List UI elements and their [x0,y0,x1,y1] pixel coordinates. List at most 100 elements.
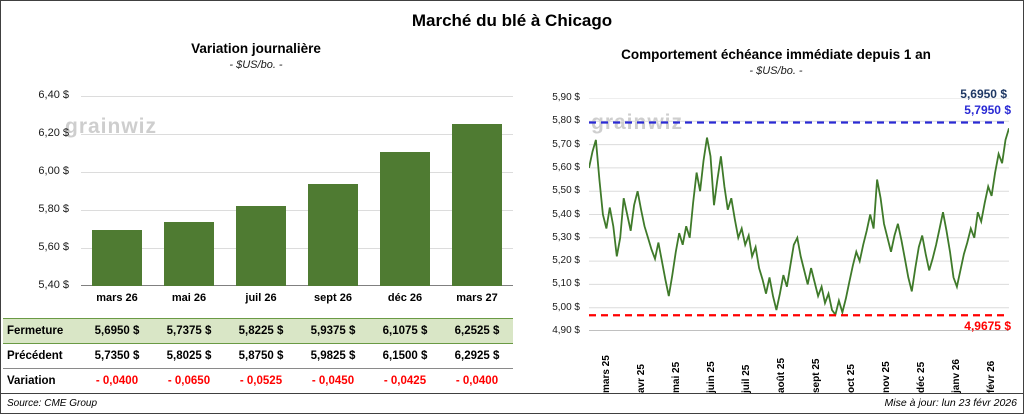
x-axis-label-text: janv 26 [951,359,962,393]
bar [452,124,502,286]
row-label: Variation [7,375,56,387]
x-axis-label-text: août 25 [776,357,787,393]
line-chart-subtitle: - $US/bo. - [749,65,803,77]
table-row-precedent: Précédent 5,7350 $ 5,8025 $ 5,8750 $ 5,9825 … [3,344,513,369]
price-cell: 5,6950 $ [94,325,140,337]
y-axis-label: 5,60 $ [38,241,69,253]
price-cell: - 0,0525 [239,375,283,387]
bar [92,229,142,286]
bar-chart-subtitle: - $US/bo. - [229,59,283,71]
x-axis-label: déc 26 [387,292,423,304]
line-chart-svg [588,97,1010,332]
y-axis-label: 5,50 $ [552,185,580,197]
line-chart-y-axis: 4,90 $ 5,00 $ 5,10 $ 5,20 $ 5,30 $ 5,40 $ 5,50… [529,92,584,336]
x-axis-label-text: mai 25 [671,361,682,393]
x-axis-label: oct 25 [834,337,869,393]
y-axis-label: 4,90 $ [552,325,580,336]
price-cell: 6,1075 $ [382,325,428,337]
price-line [588,128,1010,317]
x-axis-label: juin 25 [694,337,729,393]
x-axis-label: avr 25 [624,337,659,393]
table-row-variation: Variation - 0,0400 - 0,0650 - 0,0525 - 0,045… [3,369,513,394]
x-axis-label: mai 26 [171,292,207,304]
y-axis-label: 5,80 $ [552,115,580,127]
price-cell: 6,2925 $ [454,350,500,362]
y-axis-label: 5,20 $ [552,255,580,267]
y-axis-label: 5,80 $ [38,203,69,215]
bar [380,151,430,286]
price-cell: 5,8750 $ [238,350,284,362]
x-axis-label: févr 26 [974,337,1009,393]
y-axis-label: 6,40 $ [38,89,69,101]
updated-note: Mise à jour: lun 23 févr 2026 [884,397,1018,409]
x-axis-label: sept 26 [314,292,352,304]
gridline [81,210,513,211]
x-axis-label-text: avr 25 [636,364,647,393]
y-axis-label: 5,40 $ [552,208,580,220]
x-axis-label-text: juin 25 [706,361,717,393]
x-axis-label: mai 25 [659,337,694,393]
price-cell: - 0,0400 [95,375,139,387]
x-axis-label-text: juil 25 [741,364,752,393]
y-axis-label: 5,00 $ [552,301,580,313]
y-axis-label: 5,30 $ [552,231,580,243]
price-cell: - 0,0400 [455,375,499,387]
x-axis-label-text: févr 26 [986,360,997,393]
x-axis-label: juil 26 [245,292,277,304]
x-axis-label: sept 25 [799,337,834,393]
bar-chart-title: Variation journalière [191,41,321,56]
price-cell: 5,7350 $ [94,350,140,362]
price-table: Fermeture 5,6950 $ 5,7375 $ 5,8225 $ 5,9375 … [3,318,513,394]
y-axis-label: 6,20 $ [38,127,69,139]
gridline [81,96,513,97]
x-axis-label: nov 25 [869,337,904,393]
source-note: Source: CME Group [7,398,98,409]
bar-chart-plot [81,96,513,286]
x-axis-label: mars 25 [589,337,624,393]
bar-chart-x-axis: mars 26 mai 26 juil 26 sept 26 déc 26 mars 27 [81,292,513,308]
y-axis-label: 5,70 $ [552,138,580,150]
row-label: Fermeture [7,325,64,337]
x-axis-label-text: déc 25 [916,361,927,393]
x-axis-label: mars 27 [456,292,498,304]
y-axis-label: 5,90 $ [552,92,580,103]
x-axis-label-text: mars 25 [601,355,612,393]
x-axis-label: mars 26 [96,292,138,304]
bar [164,221,214,286]
page-title: Marché du blé à Chicago [411,11,613,30]
line-chart-title: Comportement échéance immédiate depuis 1… [621,47,931,62]
x-axis-label-text: sept 25 [811,358,822,393]
bar-chart-y-axis: 5,40 $ 5,60 $ 5,80 $ 6,00 $ 6,20 $ 6,40 $ [1,89,75,291]
price-cell: - 0,0450 [311,375,355,387]
gridline [81,134,513,135]
bar [236,205,286,286]
price-cell: 5,8225 $ [238,325,284,337]
x-axis-label: janv 26 [939,337,974,393]
x-axis-label-text: nov 25 [881,361,892,393]
low-price-label: 4,9675 $ [964,319,1011,333]
price-cell: 6,1500 $ [382,350,428,362]
watermark-logo: grainwiz [65,115,158,138]
high-price-label: 5,7950 $ [964,103,1011,117]
line-chart-plot [588,97,1010,332]
gridline [81,172,513,173]
watermark-logo: grainwiz [591,111,684,134]
line-chart-x-axis: mars 25 avr 25 mai 25 juin 25 juil 25 août 25… [589,337,1009,393]
price-cell: 5,7375 $ [166,325,212,337]
x-axis-label: juil 25 [729,337,764,393]
y-axis-label: 6,00 $ [38,165,69,177]
bar [308,183,358,286]
price-cell: - 0,0650 [167,375,211,387]
price-cell: 5,9375 $ [310,325,356,337]
gridline [81,285,513,286]
price-cell: 5,8025 $ [166,350,212,362]
x-axis-label-text: oct 25 [846,364,857,393]
y-axis-label: 5,40 $ [38,279,69,291]
y-axis-label: 5,10 $ [552,278,580,290]
row-label: Précédent [7,350,63,362]
x-axis-label: déc 25 [904,337,939,393]
price-cell: 6,2525 $ [454,325,500,337]
footer-divider [1,393,1023,394]
current-price-label: 5,6950 $ [960,87,1007,101]
